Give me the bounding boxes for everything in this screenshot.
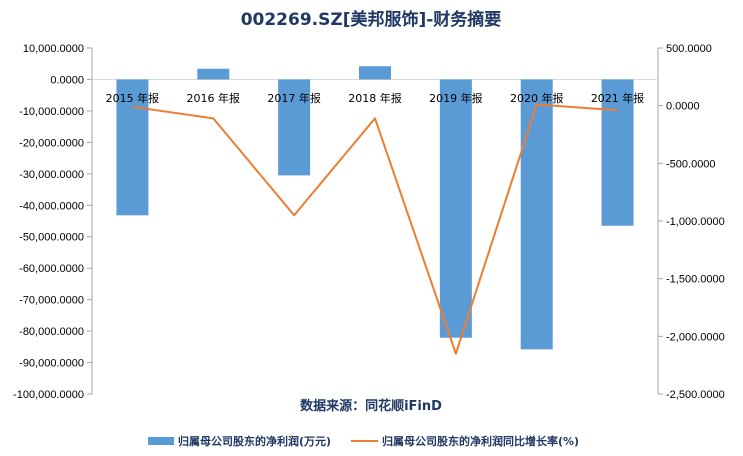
- bar-2021年报: [601, 79, 634, 226]
- bar-2015年报: [116, 79, 149, 216]
- legend-bar-swatch: [148, 437, 174, 445]
- legend: 归属母公司股东的净利润(万元) 归属母公司股东的净利润同比增长率(%): [148, 434, 579, 448]
- bar-2016年报: [197, 68, 230, 80]
- right-tick-label: -1,500.0000: [666, 274, 725, 286]
- left-tick-label: -90,000.0000: [19, 358, 84, 370]
- category-labels: 2015 年报 2016 年报 2017 年报 2018 年报 2019 年报 2020 …: [106, 91, 645, 105]
- left-tick-label: -10,000.0000: [19, 106, 84, 118]
- source-note: 数据来源：同花顺iFinD: [300, 398, 442, 414]
- category-label: 2016 年报: [187, 91, 241, 105]
- bar-series: [116, 66, 634, 350]
- legend-line-label: 归属母公司股东的净利润同比增长率(%): [382, 434, 579, 448]
- right-tick-label: -1,000.0000: [666, 216, 725, 228]
- category-label: 2018 年报: [348, 91, 402, 105]
- left-tick-label: -30,000.0000: [19, 169, 84, 181]
- right-tick-label: -2,000.0000: [666, 331, 725, 343]
- chart-title: 002269.SZ[美邦服饰]-财务摘要: [241, 9, 502, 30]
- bar-2019年报: [439, 79, 472, 338]
- category-label: 2020 年报: [510, 91, 564, 105]
- axes: 10,000.0000 0.0000 -10,000.0000 -20,000.000…: [13, 43, 725, 401]
- left-tick-label: -100,000.0000: [13, 389, 84, 401]
- left-tick-label: 0.0000: [50, 74, 84, 86]
- legend-bar-label: 归属母公司股东的净利润(万元): [178, 434, 331, 448]
- category-label: 2021 年报: [591, 91, 645, 105]
- category-label: 2019 年报: [429, 91, 483, 105]
- bar-2020年报: [520, 79, 553, 350]
- category-label: 2015 年报: [106, 91, 160, 105]
- left-tick-label: 10,000.0000: [23, 43, 84, 55]
- growth-rate-line: [132, 103, 618, 355]
- left-tick-label: -60,000.0000: [19, 263, 84, 275]
- bar-2017年报: [278, 79, 311, 176]
- right-tick-label: -2,500.0000: [666, 389, 725, 401]
- left-tick-label: -20,000.0000: [19, 137, 84, 149]
- right-tick-label: -500.0000: [666, 158, 716, 170]
- right-tick-label: 0.0000: [666, 101, 700, 113]
- left-tick-label: -80,000.0000: [19, 326, 84, 338]
- bar-2018年报: [359, 66, 391, 80]
- right-tick-label: 500.0000: [666, 43, 712, 55]
- left-tick-label: -70,000.0000: [19, 295, 84, 307]
- line-series: [132, 103, 618, 355]
- category-label: 2017 年报: [267, 91, 321, 105]
- left-tick-label: -50,000.0000: [19, 232, 84, 244]
- left-tick-label: -40,000.0000: [19, 200, 84, 212]
